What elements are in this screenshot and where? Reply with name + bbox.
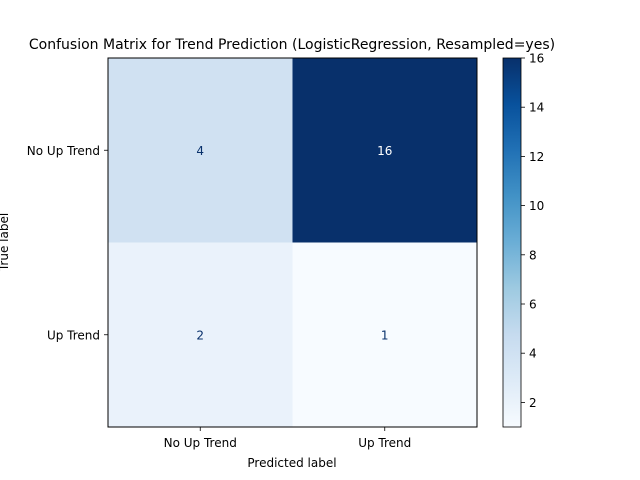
colorbar-tick-label: 14 [529,101,544,115]
y-axis-label: True label [0,213,11,272]
matrix-cell [292,58,478,243]
cell-value-label: 1 [381,328,389,342]
colorbar [502,57,522,428]
y-tick-label: No Up Trend [27,144,100,158]
cell-value-label: 16 [377,144,392,158]
cell-value-label: 2 [196,328,204,342]
colorbar-tick-label: 12 [529,150,544,164]
colorbar-tick-label: 6 [529,298,537,312]
cell-value-label: 4 [196,144,204,158]
matrix-cell [108,242,293,428]
colorbar-tick-label: 16 [529,52,544,66]
x-tick-label: Up Trend [358,436,411,450]
x-tick-label: No Up Trend [164,436,237,450]
plot-frame [107,57,478,428]
y-tick-label: Up Trend [47,328,100,342]
chart-title: Confusion Matrix for Trend Prediction (L… [29,37,555,53]
colorbar-tick-label: 2 [529,396,537,410]
x-axis-label: Predicted label [247,456,336,470]
colorbar-tick-label: 8 [529,248,537,262]
matrix-cell [292,242,478,428]
matrix-cell [108,58,293,243]
colorbar-tick-label: 10 [529,199,544,213]
colorbar-tick-label: 4 [529,347,537,361]
